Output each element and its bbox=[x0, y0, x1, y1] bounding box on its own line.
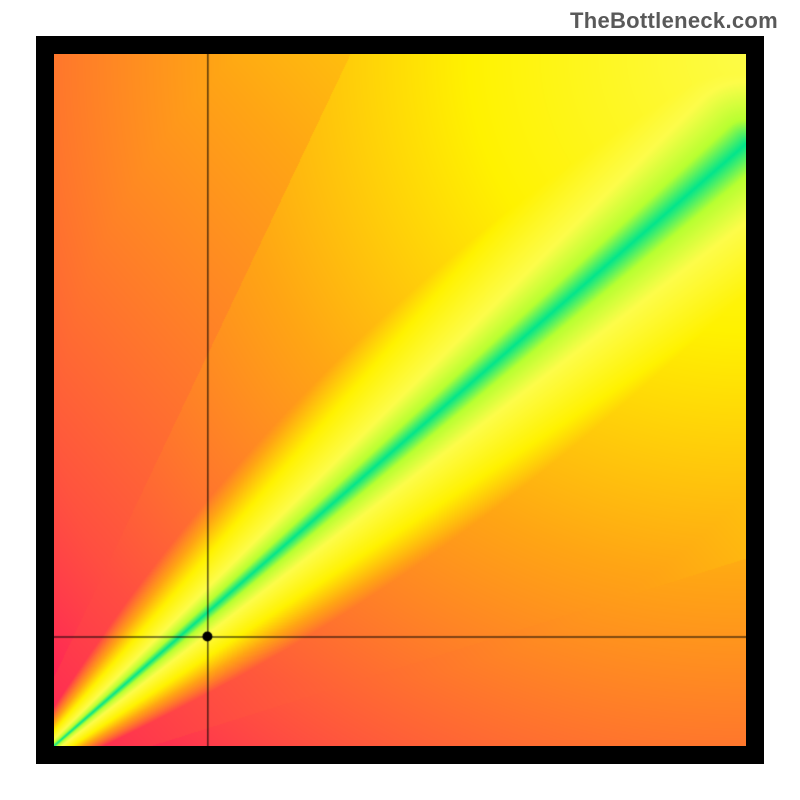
chart-frame bbox=[36, 36, 764, 764]
heatmap-canvas bbox=[54, 54, 746, 746]
plot-area[interactable] bbox=[54, 54, 746, 746]
watermark-text: TheBottleneck.com bbox=[570, 8, 778, 34]
bottleneck-chart-container: TheBottleneck.com bbox=[0, 0, 800, 800]
